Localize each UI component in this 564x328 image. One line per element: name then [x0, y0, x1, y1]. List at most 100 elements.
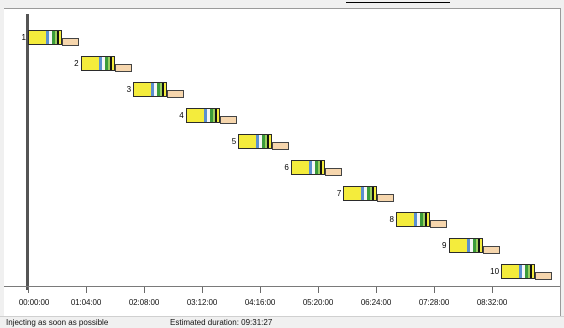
task-row-label: 10 [490, 267, 500, 276]
task-segment-green [104, 57, 108, 70]
task-bar[interactable] [238, 134, 290, 156]
task-tail-block [482, 246, 500, 254]
task-bar[interactable] [448, 238, 501, 260]
task-row-label: 8 [389, 215, 394, 224]
start-time-line [26, 14, 29, 290]
task-segment-blue [361, 187, 365, 200]
task-segment-green [314, 161, 318, 174]
task-segment-green [157, 83, 161, 96]
task-segment-white [469, 239, 473, 252]
task-segment-lightgreen [212, 109, 215, 122]
task-row-label: 2 [74, 59, 79, 68]
task-tail-block [62, 38, 79, 46]
time-axis [4, 286, 560, 287]
task-segment-lightgreen [370, 187, 373, 200]
axis-tick [86, 287, 87, 293]
axis-tick [492, 287, 493, 293]
task-segment-white [49, 31, 52, 44]
task-tail-block [324, 168, 342, 176]
axis-tick-label: 06:24:00 [360, 298, 392, 307]
task-bar[interactable] [395, 212, 448, 234]
axis-tick [434, 287, 435, 293]
axis-tick [318, 287, 319, 293]
task-segment-black [162, 83, 165, 96]
task-bar[interactable] [290, 160, 343, 182]
task-bar[interactable] [28, 30, 80, 52]
task-segment-black [424, 213, 427, 226]
axis-tick [202, 287, 203, 293]
task-segment-green [419, 213, 423, 226]
task-bar[interactable] [343, 186, 395, 208]
task-segment-lightgreen [317, 161, 320, 174]
top-edge-marker [346, 2, 450, 3]
axis-tick [376, 287, 377, 293]
task-segment-white [101, 57, 105, 70]
task-segment-black [214, 109, 217, 122]
task-row-label: 6 [284, 163, 289, 172]
task-bar[interactable] [501, 264, 553, 286]
task-segment-black [267, 135, 270, 148]
task-row-label: 9 [442, 241, 447, 250]
task-segment-green [472, 239, 476, 252]
task-segment-blue [308, 161, 312, 174]
task-segment-lightgreen [160, 83, 163, 96]
task-row-label: 1 [21, 33, 26, 42]
axis-tick-label: 03:12:00 [186, 298, 218, 307]
task-segment-white [522, 265, 526, 278]
status-bar: Injecting as soon as possible Estimated … [0, 316, 564, 328]
task-segment-black [57, 31, 59, 44]
task-segment-white [311, 161, 315, 174]
task-row-label: 3 [126, 85, 132, 94]
task-tail-block [114, 64, 132, 72]
task-tail-block [167, 90, 185, 98]
axis-tick-label: 05:20:00 [302, 298, 334, 307]
task-segment-blue [151, 83, 155, 96]
gantt-chart-panel[interactable] [4, 8, 561, 316]
task-segment-lightgreen [475, 239, 478, 252]
task-bar[interactable] [133, 82, 185, 104]
task-segment-blue [466, 239, 470, 252]
task-segment-green [209, 109, 213, 122]
task-row-label: 4 [179, 111, 184, 120]
task-segment-white [259, 135, 263, 148]
task-bar[interactable] [80, 56, 133, 78]
task-segment-black [319, 161, 322, 174]
task-bar[interactable] [185, 108, 238, 130]
task-segment-lightgreen [422, 213, 425, 226]
axis-tick-label: 08:32:00 [476, 298, 508, 307]
task-segment-black [530, 265, 533, 278]
task-segment-white [154, 83, 158, 96]
axis-tick [28, 287, 29, 293]
task-segment-blue [203, 109, 207, 122]
task-segment-lightgreen [55, 31, 57, 44]
task-row-label: 7 [336, 189, 342, 198]
task-segment-blue [413, 213, 417, 226]
task-segment-lightgreen [107, 57, 110, 70]
task-segment-white [364, 187, 368, 200]
task-segment-black [372, 187, 375, 200]
axis-tick-label: 00:00:00 [18, 298, 50, 307]
task-segment-green [367, 187, 371, 200]
task-segment-black [477, 239, 480, 252]
task-segment-lightgreen [265, 135, 268, 148]
task-segment-white [416, 213, 420, 226]
axis-tick-label: 04:16:00 [244, 298, 276, 307]
axis-tick [260, 287, 261, 293]
task-segment-blue [46, 31, 49, 44]
task-tail-block [535, 272, 553, 280]
task-segment-blue [519, 265, 523, 278]
axis-tick [144, 287, 145, 293]
task-segment-blue [256, 135, 260, 148]
task-segment-black [109, 57, 112, 70]
status-mode-text: Injecting as soon as possible [6, 318, 109, 327]
status-duration-text: Estimated duration: 09:31:27 [170, 318, 273, 327]
task-tail-block [219, 116, 237, 124]
task-segment-green [262, 135, 266, 148]
task-tail-block [377, 194, 395, 202]
task-segment-blue [98, 57, 102, 70]
axis-tick-label: 07:28:00 [418, 298, 450, 307]
task-segment-green [52, 31, 55, 44]
task-segment-green [525, 265, 529, 278]
task-segment-lightgreen [528, 265, 531, 278]
